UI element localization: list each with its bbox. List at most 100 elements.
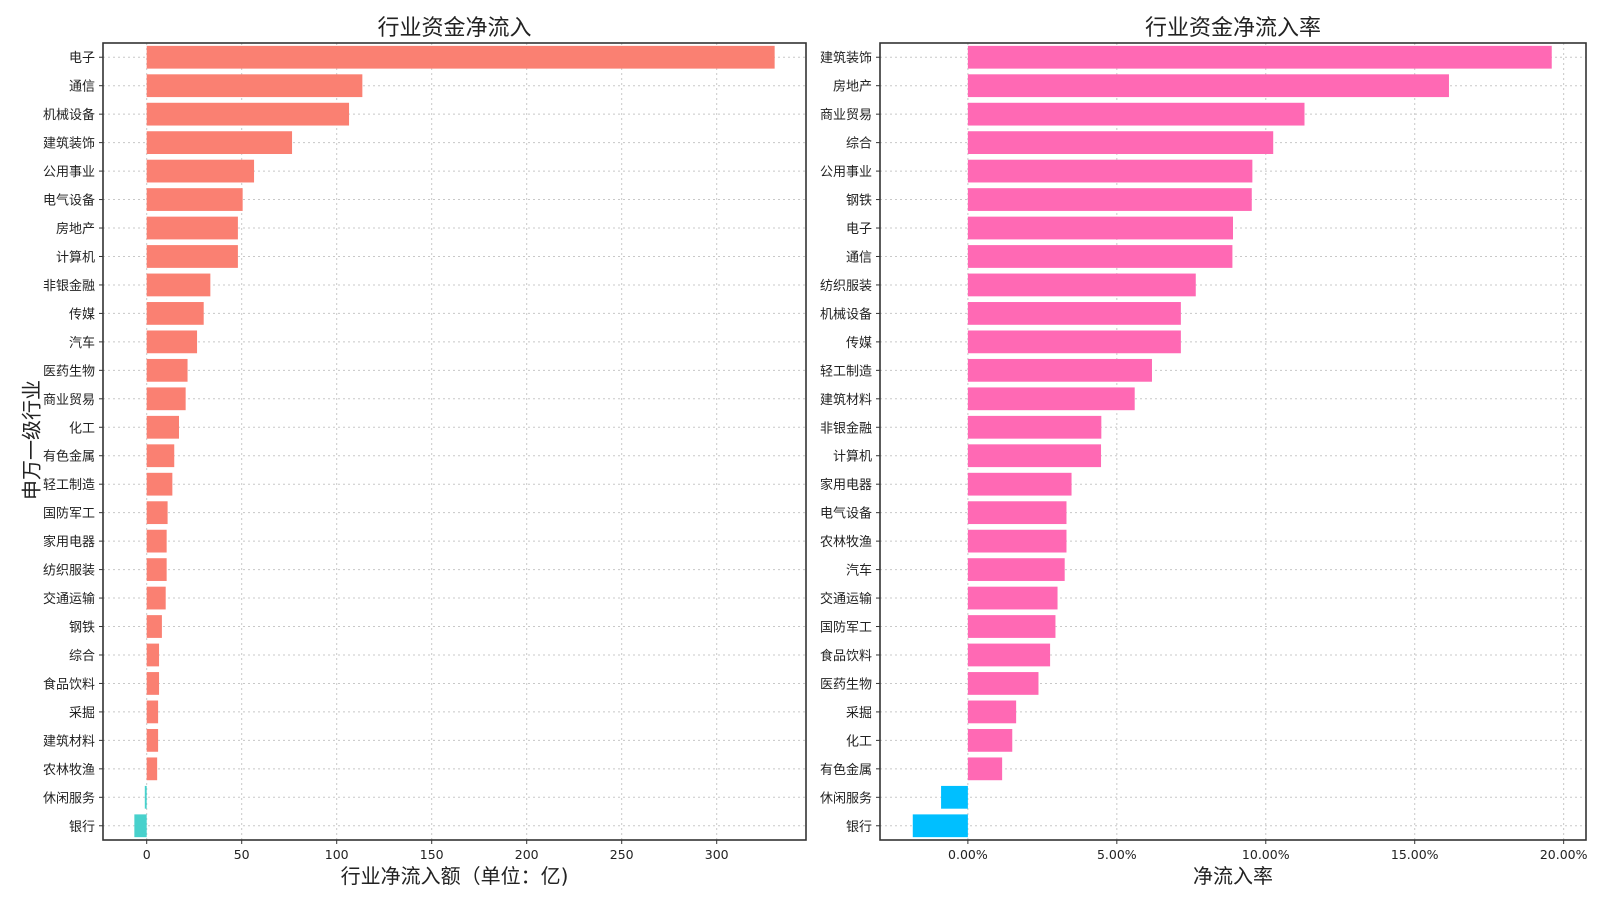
category-label: 电子 [69,51,95,66]
bar-计算机 [146,245,238,268]
bar-机械设备 [146,102,350,126]
bar-计算机 [967,444,1102,468]
bar-医药生物 [967,672,1039,695]
category-label: 纺织服装 [43,564,95,579]
category-label: 通信 [846,250,872,265]
y-axis-label: 申万一级行业 [20,380,44,500]
bar-家用电器 [146,529,167,553]
bar-银行 [912,814,968,838]
bar-纺织服装 [146,558,167,581]
category-label: 非银金融 [43,278,95,294]
bar-轻工制造 [967,358,1152,382]
chart-title: 行业资金净流入率 [1145,16,1321,41]
bar-采掘 [146,700,159,724]
bar-食品饮料 [146,672,160,695]
bar-商业贸易 [967,102,1305,126]
bar-休闲服务 [144,785,147,809]
category-label: 建筑装饰 [820,50,872,66]
x-axis-label: 行业净流入额（单位：亿) [341,864,569,888]
category-label: 交通运输 [820,591,872,607]
plot-frame [879,42,1587,841]
category-label: 有色金属 [43,449,95,465]
category-label: 公用事业 [820,165,872,180]
bar-通信 [967,245,1233,268]
bar-采掘 [967,700,1017,724]
x-tick-label: 250 [610,847,634,862]
bar-综合 [967,131,1274,155]
category-label: 公用事业 [43,165,95,180]
category-label: 电气设备 [820,506,872,522]
bar-汽车 [146,330,198,354]
category-label: 采掘 [846,706,872,721]
category-label: 汽车 [846,563,872,579]
category-label: 机械设备 [820,306,872,322]
bar-食品饮料 [967,643,1051,667]
category-label: 纺织服装 [820,279,872,294]
bar-建筑装饰 [967,45,1552,69]
category-label: 计算机 [833,450,872,465]
category-label: 食品饮料 [43,676,95,692]
x-axis-label: 净流入率 [1193,864,1273,888]
bar-交通运输 [967,586,1058,610]
bar-医药生物 [146,358,188,382]
category-label: 医药生物 [820,677,872,692]
bar-电子 [146,45,775,69]
category-label: 综合 [69,649,95,664]
category-label: 通信 [69,80,95,95]
category-label: 综合 [846,137,872,152]
bar-轻工制造 [146,472,173,496]
category-label: 农林牧渔 [43,763,95,778]
category-label: 非银金融 [820,420,872,436]
category-label: 建筑材料 [43,733,95,749]
bar-传媒 [146,302,204,325]
category-label: 轻工制造 [820,364,872,379]
bar-农林牧渔 [967,529,1067,553]
category-label: 银行 [69,820,95,835]
category-label: 电气设备 [43,193,95,209]
category-label: 轻工制造 [43,478,95,493]
bar-休闲服务 [941,785,968,809]
bar-房地产 [146,216,238,240]
chart-panel-net-inflow-rate: 0.00% 5.00% 10.00% 15.00% 20.00% 建筑装饰房地产商业贸易综… [820,16,1588,888]
bar-房地产 [967,74,1449,98]
bar-建筑装饰 [146,131,293,155]
category-label: 家用电器 [820,477,872,493]
bar-建筑材料 [146,728,159,752]
category-label: 钢铁 [846,194,872,209]
category-label: 机械设备 [43,107,95,123]
chart-panel-net-inflow: 0 50 100 150 200 250 300 电子通信机械设备建筑装饰公用事业电气设备房地… [43,16,807,888]
bar-钢铁 [146,615,162,638]
bar-钢铁 [967,188,1252,211]
bar-电子 [967,216,1233,240]
x-tick-label: 0.00% [948,847,988,862]
bar-化工 [146,415,179,439]
category-label: 计算机 [56,250,95,265]
category-label: 化工 [846,734,872,749]
category-label: 医药生物 [43,364,95,379]
category-label: 传媒 [69,307,95,322]
bar-公用事业 [967,159,1253,183]
bar-电气设备 [967,501,1067,525]
category-label: 汽车 [69,335,95,351]
bar-商业贸易 [146,387,186,411]
x-tick-label: 200 [515,847,539,862]
category-label: 采掘 [69,706,95,721]
bar-国防军工 [967,615,1056,638]
bar-综合 [146,643,160,667]
bar-纺织服装 [967,273,1196,297]
bar-家用电器 [967,472,1072,496]
bar-电气设备 [146,188,243,211]
category-label: 国防军工 [820,620,872,636]
category-label: 钢铁 [69,621,95,636]
bar-有色金属 [967,757,1003,781]
category-label: 交通运输 [43,591,95,607]
x-tick-label: 5.00% [1097,847,1137,862]
category-label: 国防军工 [43,506,95,522]
bar-交通运输 [146,586,166,610]
bar-农林牧渔 [146,757,158,781]
category-label: 传媒 [846,336,872,351]
category-label: 有色金属 [820,762,872,778]
category-label: 家用电器 [43,534,95,550]
bar-银行 [134,814,147,838]
